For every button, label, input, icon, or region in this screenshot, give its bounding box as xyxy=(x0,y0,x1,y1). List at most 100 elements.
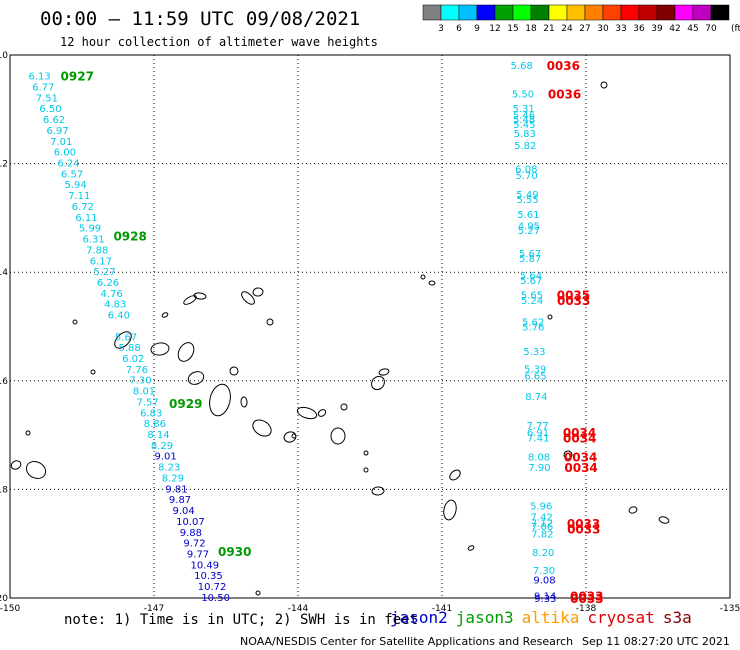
legend-swatch xyxy=(494,4,514,21)
island-outlines xyxy=(10,81,670,596)
wave-height-label: 5.61 xyxy=(517,210,539,221)
wave-height-label: 5.39 xyxy=(524,364,546,375)
island-outline xyxy=(229,366,239,376)
legend-tick-label: 21 xyxy=(543,24,554,34)
legend-swatch xyxy=(566,4,586,21)
wave-height-label: 5.70 xyxy=(515,171,537,182)
island-outline xyxy=(340,403,348,411)
island-outline xyxy=(563,450,573,460)
satellite-legend: jason2 jason3 altika cryosat s3a xyxy=(390,608,700,627)
island-outline xyxy=(187,371,205,385)
island-outline xyxy=(193,292,207,300)
wave-height-label: 6.97 xyxy=(47,126,69,137)
wave-height-label: 5.94 xyxy=(65,180,87,191)
wave-height-label: 5.99 xyxy=(79,224,101,235)
satellite-name: jason3 xyxy=(455,608,514,627)
lon-tick-label: -144 xyxy=(288,604,309,614)
legend-swatch xyxy=(548,4,568,21)
legend-swatch xyxy=(476,4,496,21)
legend-tick-label: 3 xyxy=(438,24,444,34)
lat-tick-label: -12 xyxy=(0,160,8,170)
wave-height-label: 7.30 xyxy=(533,566,555,577)
wave-height-label: 5.50 xyxy=(512,90,534,101)
map-title: 00:00 – 11:59 UTC 09/08/2021 xyxy=(40,8,361,30)
wave-height-label: 5.83 xyxy=(514,129,536,140)
wave-height-label: 7.30 xyxy=(129,376,151,387)
legend-swatch xyxy=(458,4,478,21)
legend-swatch xyxy=(530,4,550,21)
island-outline xyxy=(266,318,274,326)
wave-height-label: 7.06 xyxy=(531,522,553,533)
legend-tick-label: 39 xyxy=(651,24,663,34)
island-outline xyxy=(363,467,369,473)
island-outline xyxy=(25,430,31,436)
island-outline xyxy=(209,383,231,417)
wave-height-label: 8.14 xyxy=(147,430,169,441)
wave-height-label: 8.23 xyxy=(158,463,180,474)
wave-height-label: 6.77 xyxy=(32,82,54,93)
island-outline xyxy=(296,406,318,420)
plot-frame xyxy=(9,54,731,599)
wave-height-label: 6.13 xyxy=(29,72,51,83)
island-outline xyxy=(255,590,261,596)
island-outline xyxy=(330,427,346,445)
pass-time-label: 0928 xyxy=(113,229,146,243)
legend-tick-label: 42 xyxy=(669,24,680,34)
wave-height-label: 7.12 xyxy=(531,519,553,530)
legend-swatch xyxy=(638,4,658,21)
wave-height-label: 5.31 xyxy=(513,104,535,115)
axis-labels: -150 -147 -144 -141 -138 -135 -10 -12 -14 -16 -18 -… xyxy=(0,51,740,614)
lat-tick-label: -14 xyxy=(0,268,8,278)
island-outline xyxy=(371,375,385,391)
wave-height-label: 4.95 xyxy=(518,222,540,233)
pass-time-label: 0930 xyxy=(218,545,251,559)
wave-height-label: 5.45 xyxy=(513,120,535,131)
legend-swatch xyxy=(440,4,460,21)
wave-height-label: 4.76 xyxy=(101,289,123,300)
satellite-name: cryosat xyxy=(587,608,655,627)
wave-height-label: 7.90 xyxy=(528,463,550,474)
wave-height-label: 5.55 xyxy=(517,195,539,206)
wave-height-label: 5.96 xyxy=(530,502,552,513)
island-outline xyxy=(25,461,47,479)
wave-height-label: 6.17 xyxy=(90,256,112,267)
legend-swatch xyxy=(422,4,442,21)
pass-time-label: 0034 xyxy=(563,426,596,440)
wave-height-label: 7.42 xyxy=(531,513,553,524)
wave-height-label: 10.35 xyxy=(194,571,223,582)
wave-height-label: 7.51 xyxy=(36,93,58,104)
island-outline xyxy=(90,369,96,375)
wave-height-label: 7.76 xyxy=(126,365,148,376)
legend-tick-label: 9 xyxy=(474,24,480,34)
wave-height-label: 6.08 xyxy=(515,164,537,175)
island-outline xyxy=(449,469,461,481)
island-outline xyxy=(177,342,195,362)
wave-height-label: 5.65 xyxy=(521,290,543,301)
pass-time-label: 0927 xyxy=(61,70,94,84)
wave-height-label: 5.27 xyxy=(93,267,115,278)
island-outline xyxy=(378,368,390,376)
island-outline xyxy=(72,319,78,325)
lon-tick-label: -147 xyxy=(144,604,164,614)
legend-tick-label: 36 xyxy=(633,24,645,34)
pass-time-label: 0034 xyxy=(564,461,597,475)
pass-time-label: 0033 xyxy=(570,592,603,606)
wave-height-label: 7.11 xyxy=(68,191,90,202)
wave-height-label: 7.57 xyxy=(137,397,159,408)
wave-height-label: 8.01 xyxy=(133,387,155,398)
pass-time-label: 0036 xyxy=(548,88,581,102)
island-outline xyxy=(283,431,297,443)
legend-tick-label: 45 xyxy=(687,24,698,34)
pass-time-label: 0036 xyxy=(547,59,580,73)
wave-height-label: 6.91 xyxy=(527,428,549,439)
wave-height-label: 6.50 xyxy=(39,104,61,115)
wave-height-label: 7.82 xyxy=(531,529,553,540)
wave-height-label: 9.14 xyxy=(534,591,556,602)
wave-height-label: 8.86 xyxy=(144,419,166,430)
wave-height-label: 5.76 xyxy=(522,323,544,334)
wave-height-label: 5.33 xyxy=(523,347,545,358)
satellite-name: jason2 xyxy=(390,608,448,627)
